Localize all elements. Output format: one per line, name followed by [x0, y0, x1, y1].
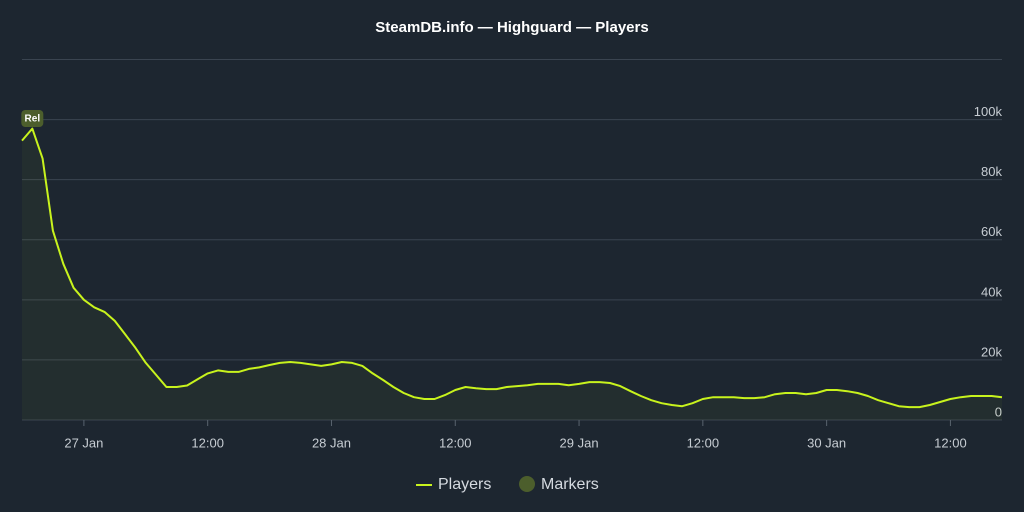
chart-title: SteamDB.info — Highguard — Players	[375, 19, 648, 36]
x-tick-label: 12:00	[934, 435, 967, 450]
legend-swatch	[519, 476, 535, 492]
line	[21, 127, 1003, 409]
x-tick-label: 30 Jan	[807, 435, 846, 450]
y-tick-label: 60k	[981, 224, 1002, 239]
x-tick-label: 12:00	[191, 435, 224, 450]
x-tick-label: 27 Jan	[64, 435, 103, 450]
x-tick-label: 29 Jan	[560, 435, 599, 450]
legend-label: Players	[438, 476, 491, 493]
x-tick-label: 12:00	[439, 435, 472, 450]
x-tick-label: 28 Jan	[312, 435, 351, 450]
marker-badge	[21, 110, 44, 127]
y-tick-label: 20k	[981, 344, 1002, 359]
y-tick-label: 100k	[974, 104, 1003, 119]
y-tick-label: 80k	[981, 164, 1002, 179]
marker-label: Rel	[25, 114, 41, 125]
y-tick-label: 40k	[981, 284, 1002, 299]
area	[22, 128, 1002, 420]
legend-label: Markers	[541, 476, 599, 493]
y-tick-label: 0	[995, 404, 1002, 419]
x-tick-label: 12:00	[687, 435, 720, 450]
